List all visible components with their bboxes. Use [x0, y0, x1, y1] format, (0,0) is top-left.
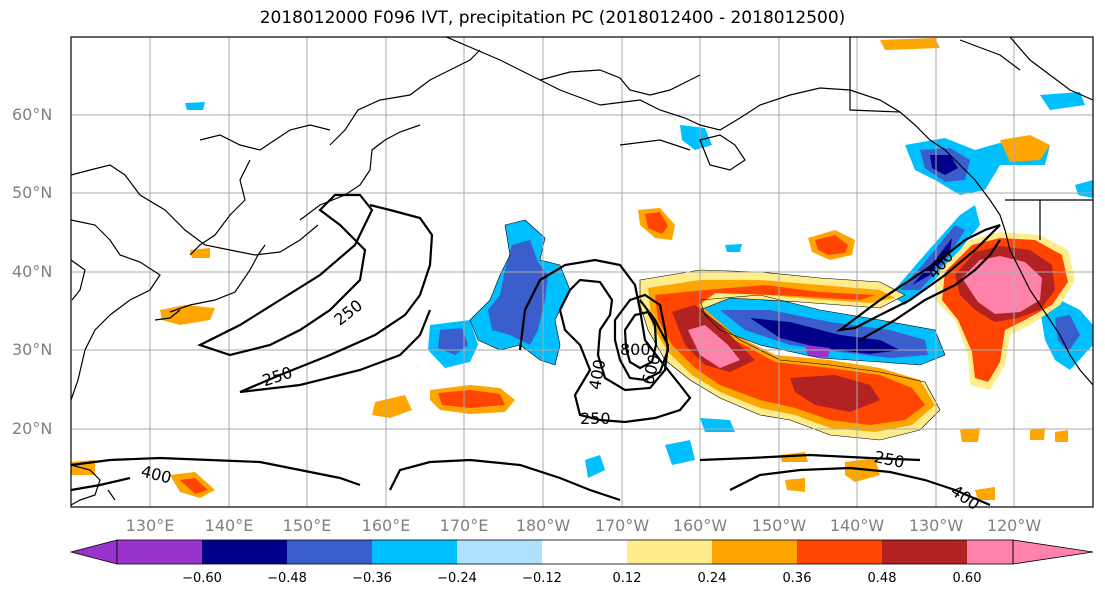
map-title: 2018012000 F096 IVT, precipitation PC (2… [259, 8, 846, 28]
colorbar [69, 539, 1094, 565]
coastlines [71, 37, 1093, 506]
colorbar-tick-label: −0.36 [352, 571, 392, 586]
ivt-contours [71, 193, 1001, 507]
map-gridlines [71, 37, 1093, 507]
lat-label: 50°N [12, 183, 53, 202]
lon-label: 180°W [515, 516, 571, 535]
colorbar-tick-label: 0.36 [782, 571, 812, 586]
map-frame [70, 36, 1094, 508]
lon-label: 170°W [594, 516, 650, 535]
ivt-contour-label: 800 [620, 340, 651, 359]
colorbar-segment [202, 540, 287, 564]
lon-label: 130°E [125, 516, 175, 535]
lon-label: 130°W [908, 516, 964, 535]
colorbar-segment [627, 540, 712, 564]
colorbar-segment [882, 540, 967, 564]
colorbar-tick-label: 0.12 [612, 571, 642, 586]
colorbar-tick-label: 0.60 [952, 571, 982, 586]
colorbar-segment [372, 540, 457, 564]
colorbar-segment [967, 540, 1013, 564]
colorbar-tick-label: −0.60 [182, 571, 222, 586]
colorbar-tick-label: −0.12 [522, 571, 562, 586]
colorbar-segment [712, 540, 797, 564]
lat-label: 40°N [12, 262, 53, 281]
colorbar-tick-label: −0.48 [267, 571, 307, 586]
lon-label: 170°E [439, 516, 489, 535]
lon-label: 160°W [672, 516, 728, 535]
lon-label: 160°E [361, 516, 411, 535]
lat-label: 20°N [12, 419, 53, 438]
colorbar-extend-low [69, 539, 118, 565]
colorbar-segment [117, 540, 202, 564]
colorbar-segment [287, 540, 372, 564]
colorbar-segment [542, 540, 627, 564]
lon-label: 120°W [986, 516, 1042, 535]
colorbar-tick-label: 0.48 [867, 571, 897, 586]
colorbar-segment [797, 540, 882, 564]
lat-label: 60°N [12, 105, 53, 124]
colorbar-tick-label: 0.24 [697, 571, 727, 586]
lat-label: 30°N [12, 340, 53, 359]
colorbar-tick-label: −0.24 [437, 571, 477, 586]
lon-label: 140°E [204, 516, 254, 535]
lon-label: 150°E [282, 516, 332, 535]
lon-label: 140°W [829, 516, 885, 535]
lon-label: 150°W [751, 516, 807, 535]
colorbar-extend-high [1012, 539, 1094, 565]
ivt-contour-label: 250 [580, 409, 611, 428]
colorbar-segment [457, 540, 542, 564]
